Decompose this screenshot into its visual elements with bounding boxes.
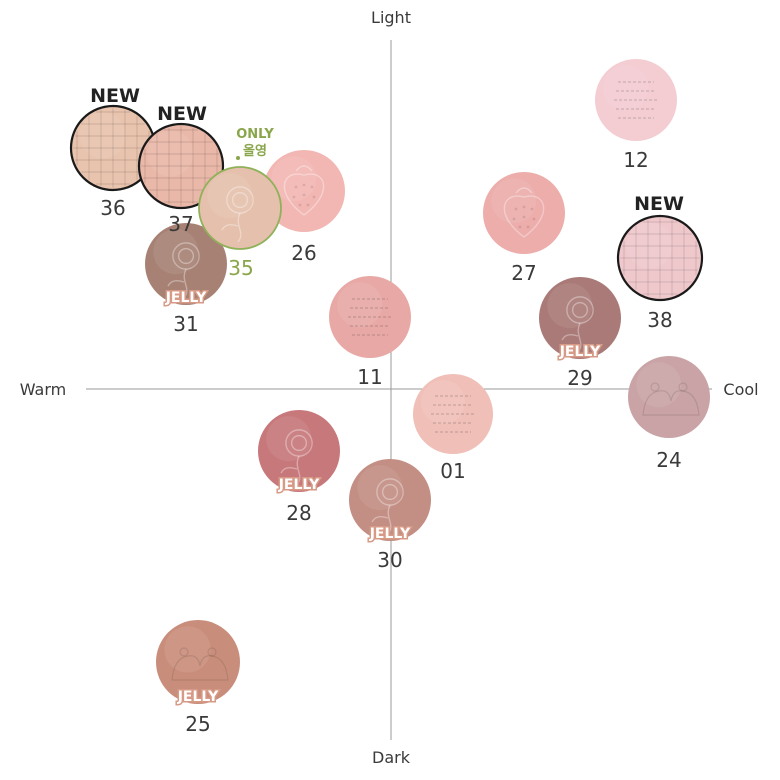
shade-swatch-38 xyxy=(616,214,704,302)
shade-30[interactable]: JELLY 30 xyxy=(349,459,431,572)
shade-number-27: 27 xyxy=(511,261,536,285)
shade-swatch-12 xyxy=(595,59,677,141)
shade-11[interactable]: 11 xyxy=(329,276,411,389)
shade-swatch-35 xyxy=(198,166,282,250)
axis-label-warm: Warm xyxy=(20,380,66,399)
jelly-badge-25: JELLY xyxy=(177,689,219,705)
shade-number-11: 11 xyxy=(357,365,382,389)
shade-24[interactable]: 24 xyxy=(628,356,710,472)
shade-01[interactable]: 01 xyxy=(413,374,493,483)
new-badge-36: NEW xyxy=(90,85,140,107)
shade-38[interactable]: 38 NEW xyxy=(616,193,704,332)
shade-swatch-37 xyxy=(137,122,225,210)
shade-swatch-28 xyxy=(258,410,340,492)
jelly-badge-29: JELLY xyxy=(559,344,601,360)
jelly-badge-31: JELLY xyxy=(165,290,207,306)
shade-swatch-31 xyxy=(145,223,227,305)
shade-number-36: 36 xyxy=(100,196,125,220)
shade-number-25: 25 xyxy=(185,712,210,736)
shade-12[interactable]: 12 xyxy=(595,59,677,172)
shade-swatch-24 xyxy=(628,356,710,438)
axis-label-dark: Dark xyxy=(372,748,411,767)
new-badge-38: NEW xyxy=(634,193,684,215)
shade-number-30: 30 xyxy=(377,548,402,572)
shade-number-26: 26 xyxy=(291,241,316,265)
only-badge: ONLY xyxy=(236,127,274,142)
shade-swatch-11 xyxy=(329,276,411,358)
shade-swatch-29 xyxy=(539,277,621,359)
shade-number-35: 35 xyxy=(228,256,253,280)
shade-swatch-27 xyxy=(483,172,565,254)
shade-36[interactable]: 36 NEW xyxy=(69,85,157,220)
shade-number-28: 28 xyxy=(286,501,311,525)
shade-swatch-26 xyxy=(263,150,345,232)
shade-number-12: 12 xyxy=(623,148,648,172)
axis-label-light: Light xyxy=(371,8,411,27)
shade-number-29: 29 xyxy=(567,366,592,390)
jelly-badge-28: JELLY xyxy=(278,477,320,493)
jelly-badge-30: JELLY xyxy=(369,526,411,542)
shade-number-37: 37 xyxy=(168,212,193,236)
shade-number-01: 01 xyxy=(440,459,465,483)
shade-number-31: 31 xyxy=(173,312,198,336)
shades-layer: 122738NEW240111JELLY29JELLY28JELLY30JELL… xyxy=(69,59,710,736)
only-badge-sub: 올영 xyxy=(243,143,267,159)
shade-37[interactable]: 37 NEW xyxy=(137,103,225,236)
shade-swatch-25 xyxy=(156,620,240,704)
shade-number-38: 38 xyxy=(647,308,672,332)
axis-label-cool: Cool xyxy=(723,380,758,399)
shade-25[interactable]: JELLY 25 xyxy=(156,620,240,736)
shade-27[interactable]: 27 xyxy=(483,172,565,285)
shade-29[interactable]: JELLY 29 xyxy=(539,277,621,390)
new-badge-37: NEW xyxy=(157,103,207,125)
shade-number-24: 24 xyxy=(656,448,681,472)
shade-26[interactable]: 26 xyxy=(263,150,345,265)
only-dot xyxy=(236,156,240,160)
shade-swatch-01 xyxy=(413,374,493,454)
shade-swatch-30 xyxy=(349,459,431,541)
shade-31[interactable]: JELLY 31 xyxy=(145,223,227,336)
shade-28[interactable]: JELLY 28 xyxy=(258,410,340,525)
